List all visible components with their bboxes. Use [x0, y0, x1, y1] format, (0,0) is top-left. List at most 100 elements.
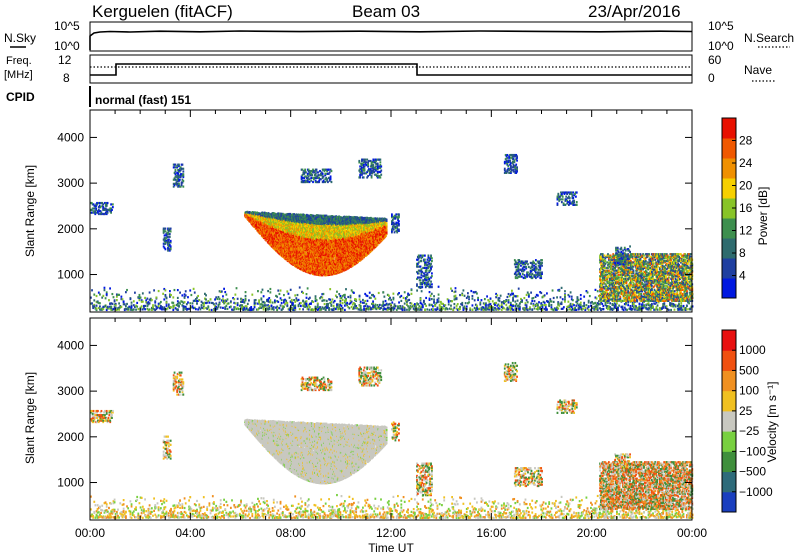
heatmap-cell [390, 298, 393, 302]
heatmap-cell [627, 304, 630, 307]
heatmap-cell [347, 295, 350, 299]
heatmap-cell [339, 301, 342, 304]
heatmap-cell [601, 302, 604, 305]
heatmap-cell [172, 304, 175, 307]
heatmap-cell [451, 289, 453, 292]
heatmap-cell [587, 299, 590, 302]
heatmap-cell [141, 292, 144, 295]
heatmap-cell [419, 308, 422, 311]
heatmap-cell [100, 308, 102, 311]
heatmap-cell [634, 304, 636, 308]
heatmap-cell [336, 303, 338, 306]
heatmap-cell [571, 307, 574, 311]
heatmap-cell [277, 289, 280, 292]
heatmap-cell [333, 299, 336, 303]
heatmap-cell [648, 307, 651, 310]
heatmap-cell [288, 220, 291, 223]
heatmap-cell [297, 298, 300, 302]
heatmap-cell [514, 304, 517, 308]
heatmap-cell [112, 296, 115, 299]
heatmap-cell [316, 308, 319, 311]
heatmap-cell [540, 304, 543, 307]
heatmap-cell [543, 294, 546, 297]
heatmap-cell [352, 302, 355, 305]
heatmap-cell [319, 297, 321, 300]
heatmap-cell [268, 300, 271, 304]
heatmap-cell [182, 308, 185, 312]
heatmap-cell [428, 308, 431, 311]
heatmap-cell [207, 306, 210, 309]
heatmap-cell [293, 304, 295, 308]
heatmap-cell [631, 304, 634, 308]
heatmap-cell [266, 299, 268, 303]
heatmap-cell [130, 301, 133, 304]
heatmap-cell [606, 307, 609, 311]
heatmap-cell [159, 304, 162, 308]
heatmap-cell [260, 306, 263, 310]
heatmap-cell [278, 292, 281, 296]
heatmap-cell [497, 303, 500, 306]
heatmap-cell [689, 307, 692, 310]
heatmap-cell [287, 308, 290, 311]
heatmap-cell [612, 307, 615, 311]
heatmap-cell [130, 308, 133, 311]
heatmap-cell [525, 293, 528, 296]
heatmap-cell [145, 301, 148, 304]
heatmap-cell [299, 301, 302, 305]
heatmap-cell [338, 292, 341, 296]
heatmap-cell [404, 297, 407, 300]
heatmap-cell [323, 299, 326, 302]
heatmap-cell [500, 303, 503, 306]
heatmap-cell [420, 290, 423, 293]
heatmap-cell [141, 300, 144, 303]
heatmap-cell [175, 308, 178, 311]
heatmap-cell [550, 303, 553, 307]
heatmap-cell [653, 308, 656, 311]
heatmap-cell [671, 302, 674, 305]
heatmap-cell [688, 302, 691, 305]
heatmap-cell [260, 303, 263, 306]
heatmap-cell [136, 305, 139, 308]
heatmap-cell [592, 302, 595, 305]
heatmap-cell [261, 288, 264, 291]
heatmap-cell [330, 308, 333, 311]
heatmap-cell [638, 307, 641, 310]
heatmap-cell [321, 299, 324, 302]
heatmap-cell [533, 307, 536, 310]
heatmap-cell [568, 295, 571, 298]
heatmap-cell [253, 304, 256, 307]
heatmap-cell [268, 307, 271, 311]
heatmap-cell [576, 302, 579, 305]
heatmap-cell [437, 300, 440, 303]
heatmap-cell [352, 307, 355, 310]
heatmap-cell [623, 302, 626, 306]
heatmap-cell [290, 306, 293, 309]
heatmap-cell [351, 303, 354, 306]
heatmap-cell [450, 304, 452, 307]
heatmap-cell [306, 305, 309, 309]
heatmap-cell [153, 308, 156, 311]
heatmap-cell [509, 307, 512, 310]
heatmap-cell [277, 300, 280, 303]
heatmap-cell [184, 307, 187, 310]
heatmap-cell [320, 308, 323, 311]
heatmap-cell [670, 304, 672, 307]
heatmap-cell [290, 301, 293, 304]
heatmap-cell [387, 294, 390, 297]
heatmap-cell [463, 307, 466, 310]
heatmap-cell [687, 301, 689, 304]
heatmap-cell [479, 303, 482, 306]
heatmap-cell [197, 294, 200, 298]
heatmap-cell [599, 307, 601, 310]
heatmap-cell [455, 297, 458, 300]
heatmap-cell [198, 306, 201, 309]
heatmap-cell [306, 287, 309, 290]
heatmap-cell [625, 301, 627, 304]
heatmap-cell [666, 308, 669, 311]
heatmap-cell [104, 304, 107, 308]
heatmap-cell [399, 304, 402, 308]
heatmap-cell [308, 302, 311, 305]
heatmap-cell [382, 291, 385, 294]
heatmap-cell [453, 295, 456, 298]
heatmap-cell [179, 291, 181, 294]
